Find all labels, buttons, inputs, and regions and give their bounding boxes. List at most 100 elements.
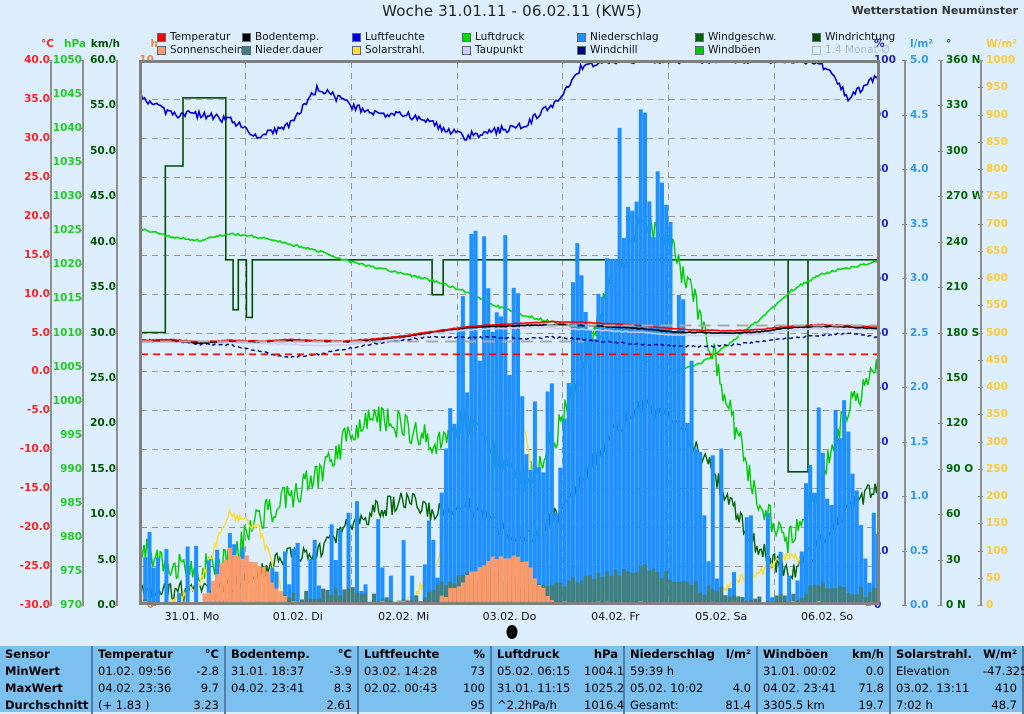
plot-area[interactable] [139,60,880,605]
table-cell-value: 1025.2 [584,681,625,695]
table-cell-value: 1016.4 [584,698,625,712]
axis-tick-label: 2.0 [910,381,929,393]
axis-tick-label: 150 [946,371,968,384]
legend-item-windchill[interactable]: Windchill [577,44,659,56]
axis-tick-label: 250 [986,462,1008,475]
axis-tick-label: 3.5 [910,217,929,230]
legend-column-5: Niederschlag Windchill [577,31,659,57]
table-column-header: Bodentemp. [224,646,313,663]
axis-tick-label: 350 [986,408,1008,421]
axis-tick-label: 10.0 [90,508,116,521]
table-row-label: Durchschnitt [5,698,89,712]
table-column-header: Luftfeuchte [357,646,446,663]
table-cell-value: 4.0 [732,681,751,695]
legend-item-niederschlag[interactable]: Niederschlag [577,31,659,43]
axis-tick-label: 20.0 [24,209,50,222]
legend-item-luftdruck[interactable]: Luftdruck [462,31,524,43]
axis-tick-label: 0 [874,599,882,611]
table-cell-value: -47.325 [983,664,1024,678]
axis-tick-label: 0 [147,599,154,611]
axis-tick-label: 35.0 [90,281,116,294]
axis-tick-label: 600 [986,272,1008,284]
legend-label: Windchill [590,43,638,56]
x-axis-labels: 31.01. Mo 01.02. Di 02.02. Mi 03.02. Do 04.0… [139,610,880,639]
table-cell-value: 9.7 [200,681,219,695]
legend-swatch-icon [695,45,704,55]
legend-label: Luftdruck [475,30,525,43]
legend-item-taupunkt[interactable]: Taupunkt [462,44,524,56]
x-axis-tick-label: 04.02. Fr [591,610,640,623]
axis-tick-label: 25.0 [24,170,50,183]
table-row: Durchschnitt (+ 1.83 ) 3.23 2.61 95 ^2.2hPa/h… [0,697,1024,714]
new-moon-icon [506,625,517,639]
x-axis-tick-label: 01.02. Di [272,610,323,623]
axis-tick-label: 1030 [52,190,82,203]
table-column-unit: °C [337,647,352,661]
legend-label: Luftfeuchte [365,30,425,43]
legend-item-1-4-monat[interactable]: 1.4 Monat-Ø [812,44,895,56]
legend-swatch-icon [462,32,471,42]
axis-tick-label: 25.0 [90,371,116,384]
page-title: Woche 31.01.11 - 06.02.11 (KW5) [382,2,642,20]
table-cell-time: Gesamt: [623,697,712,714]
axis-tick-label: 1.0 [910,490,929,502]
axis-tick-label: -25.0 [19,560,50,573]
axis-C-left: °C 40.0 35.0 30.0 25.0 20.0 15.0 10.0 5.0 0.0 -5.0… [8,38,54,611]
axis-tick-label: 30.0 [24,131,50,144]
summary-table: Sensor Temperatur °C Bodentemp. °C Luftfeucht… [0,646,1024,714]
legend-item-solarstrahl[interactable]: Solarstrahl. [352,44,425,56]
table-cell-time: 01.02. 09:56 [91,663,180,680]
axis-tick-label: 1.5 [910,435,929,448]
legend-item-nieder-dauer[interactable]: Nieder.dauer [242,44,323,56]
table-cell-value: 95 [470,698,485,712]
table-cell-time: ^2.2hPa/h [490,697,579,714]
axis-tick-label: 360 N [946,54,981,66]
axis-tick-label: 240 [946,235,968,248]
legend-item-sonnenschein[interactable]: Sonnenschein [157,44,243,56]
legend-swatch-icon [242,45,251,55]
legend-swatch-icon [462,45,471,55]
axis-tick-label: 50.0 [90,144,116,157]
axis-tick-label: 900 [986,108,1008,121]
legend-item-windrichtung[interactable]: Windrichtung [812,31,895,43]
table-cell-time [357,697,446,714]
table-column-unit: hPa [593,647,618,661]
table-cell-time: 04.02. 23:41 [224,680,313,697]
table-cell-time: (+ 1.83 ) [91,697,180,714]
legend-swatch-icon [352,32,361,42]
axis-tick-label: 4.5 [910,108,929,121]
axis-tick-label: 60.0 [90,54,116,66]
axis-tick-label: 1020 [52,258,82,271]
table-cell-time: 05.02. 10:02 [623,680,712,697]
axis-unit-label: l/m² [910,38,933,50]
axis-tick-label: 700 [986,217,1008,230]
x-axis-tick-label: 06.02. So [800,610,854,623]
legend-swatch-icon [577,32,586,42]
axis-tick-label: 270 W [946,190,984,203]
axis-tick-label: 150 [986,517,1008,530]
legend-item-windb-en[interactable]: Windböen [695,44,776,56]
chart-legend: Temperatur Sonnenschein Bodentemp. Nieder.d… [157,31,895,57]
legend-label: Bodentemp. [255,30,320,43]
table-cell-time [224,697,313,714]
axis-tick-label: 995 [60,428,82,441]
axis-tick-label: -10.0 [19,443,50,456]
axis-tick-label: 5.0 [31,326,50,339]
legend-item-windgeschw[interactable]: Windgeschw. [695,31,776,43]
axis-tick-label: 1000 [986,54,1016,66]
legend-column-2: Bodentemp. Nieder.dauer [242,31,323,57]
legend-item-temperatur[interactable]: Temperatur [157,31,243,43]
legend-item-luftfeuchte[interactable]: Luftfeuchte [352,31,425,43]
table-column-header: Windböen [756,646,845,663]
table-cell-time: 03.02. 13:11 [889,680,978,697]
axis-unit-label: % [874,38,885,50]
table-cell-value [712,663,757,680]
axis-tick-label: 200 [986,490,1008,502]
legend-item-bodentemp[interactable]: Bodentemp. [242,31,323,43]
axis-tick-label: 40.0 [24,54,50,66]
table-cell-time: 04.02. 23:36 [91,680,180,697]
chart-canvas [139,60,880,605]
table-cell-time: 31.01. 18:37 [224,663,313,680]
table-cell-value: 2.61 [326,698,352,712]
axis-tick-label: 1045 [52,88,82,101]
